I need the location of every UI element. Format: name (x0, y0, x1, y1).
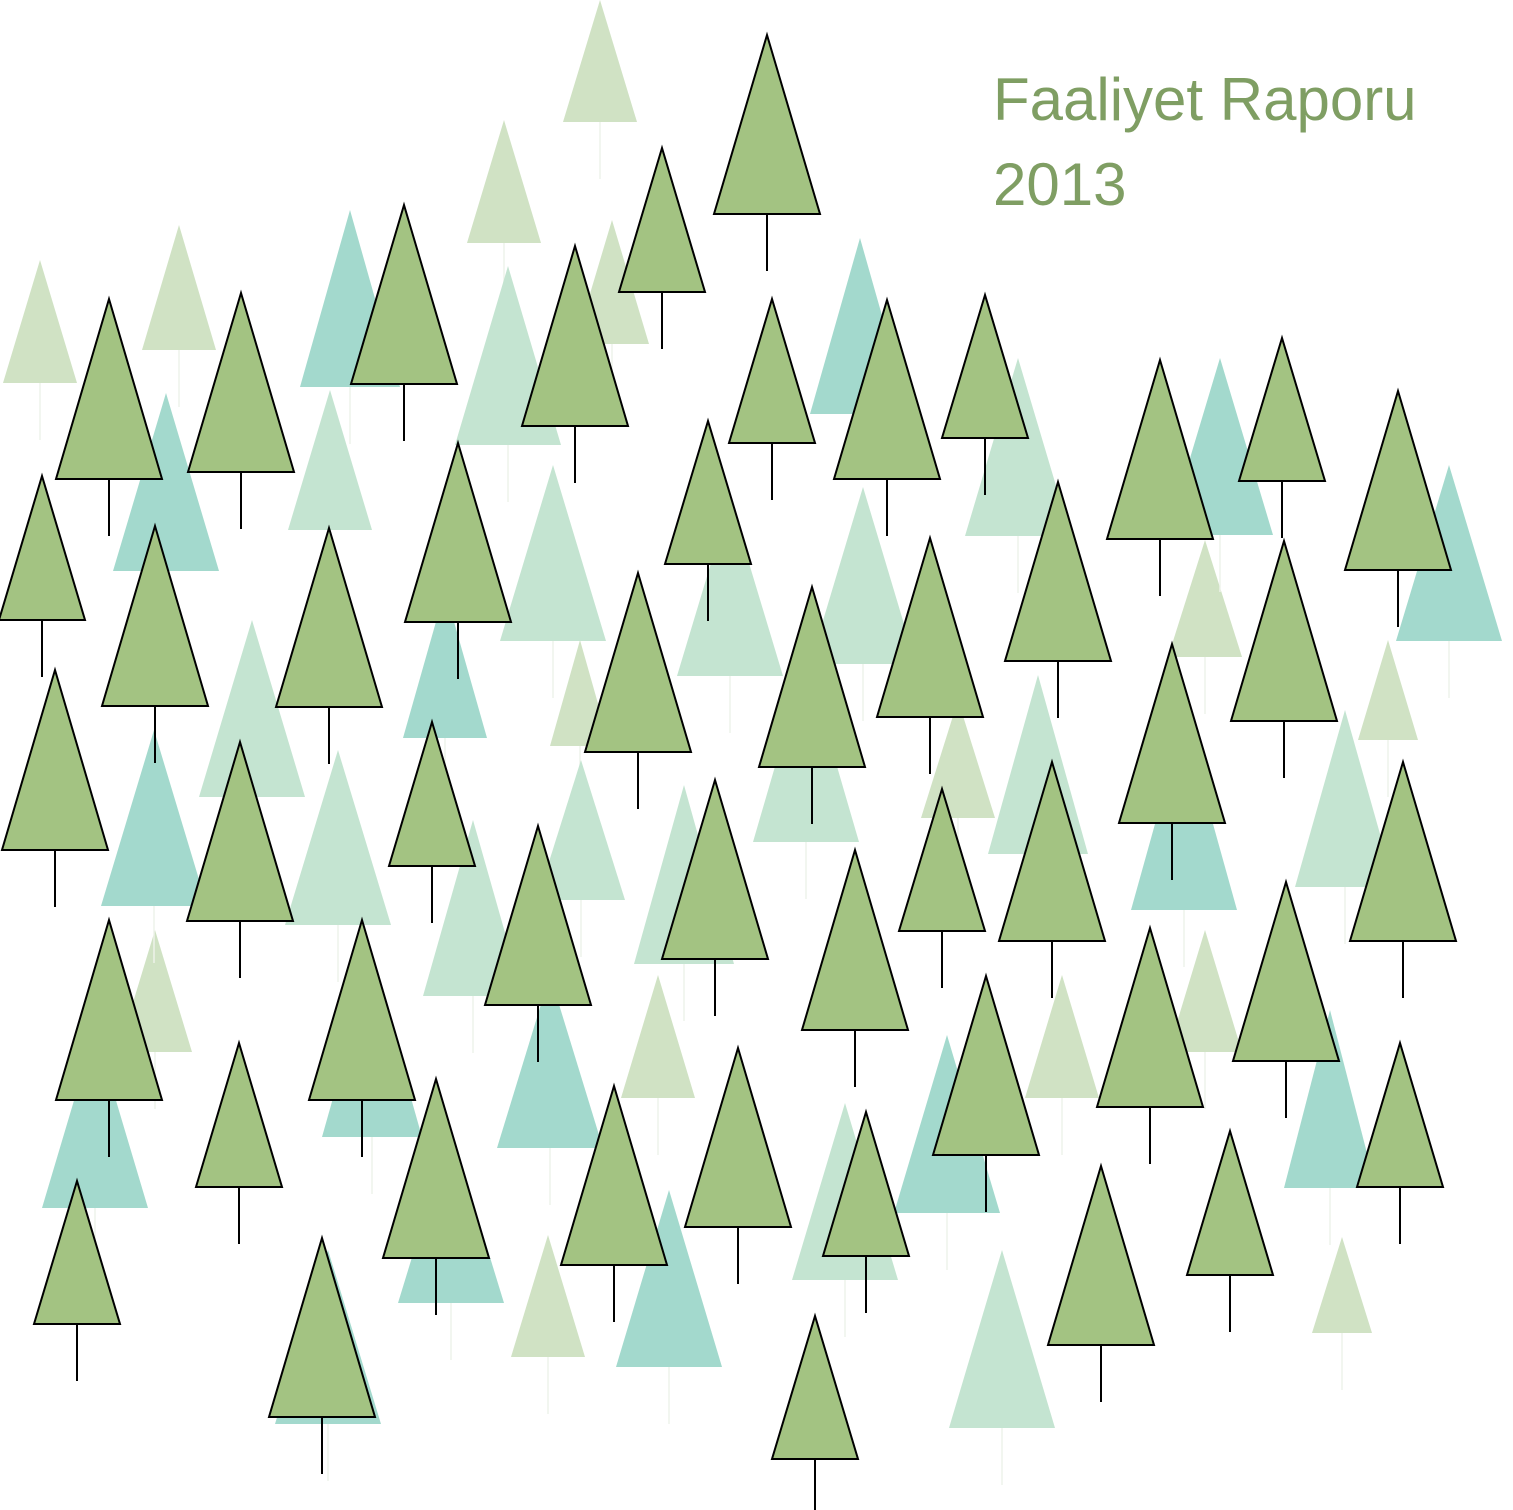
tree (389, 722, 475, 866)
tree (2, 670, 108, 850)
tree (714, 35, 820, 214)
tree (0, 476, 85, 620)
tree (1239, 338, 1325, 481)
tree (199, 620, 305, 797)
tree (1233, 882, 1339, 1061)
tree (949, 1250, 1055, 1428)
tree (196, 1043, 282, 1187)
tree (1048, 1166, 1154, 1345)
tree (3, 260, 77, 383)
tree (56, 299, 162, 479)
cover: Faaliyet Raporu 2013 (0, 0, 1513, 1510)
tree (1357, 1043, 1443, 1187)
cover-year: 2013 (993, 151, 1126, 218)
tree (563, 0, 637, 122)
tree (772, 1316, 858, 1459)
tree (467, 120, 541, 243)
tree (1187, 1131, 1273, 1275)
background-trees (3, 0, 1502, 1485)
tree (1168, 540, 1242, 657)
tree (288, 390, 372, 530)
tree (802, 850, 908, 1030)
tree (285, 750, 391, 925)
tree (1358, 640, 1418, 740)
tree (142, 225, 216, 350)
tree (309, 920, 415, 1100)
tree (729, 299, 815, 443)
tree (1231, 541, 1337, 721)
tree (276, 528, 382, 707)
page: Faaliyet Raporu 2013 (() => { const data… (0, 0, 1513, 1510)
tree (269, 1238, 375, 1417)
tree (1025, 975, 1099, 1098)
tree (585, 573, 691, 752)
tree (1345, 391, 1451, 570)
cover-title: Faaliyet Raporu (993, 66, 1417, 133)
tree (685, 1048, 791, 1227)
tree (619, 148, 705, 292)
tree (942, 295, 1028, 438)
tree (500, 465, 606, 641)
tree (1119, 644, 1225, 823)
tree (405, 443, 511, 622)
tree (1312, 1237, 1372, 1333)
